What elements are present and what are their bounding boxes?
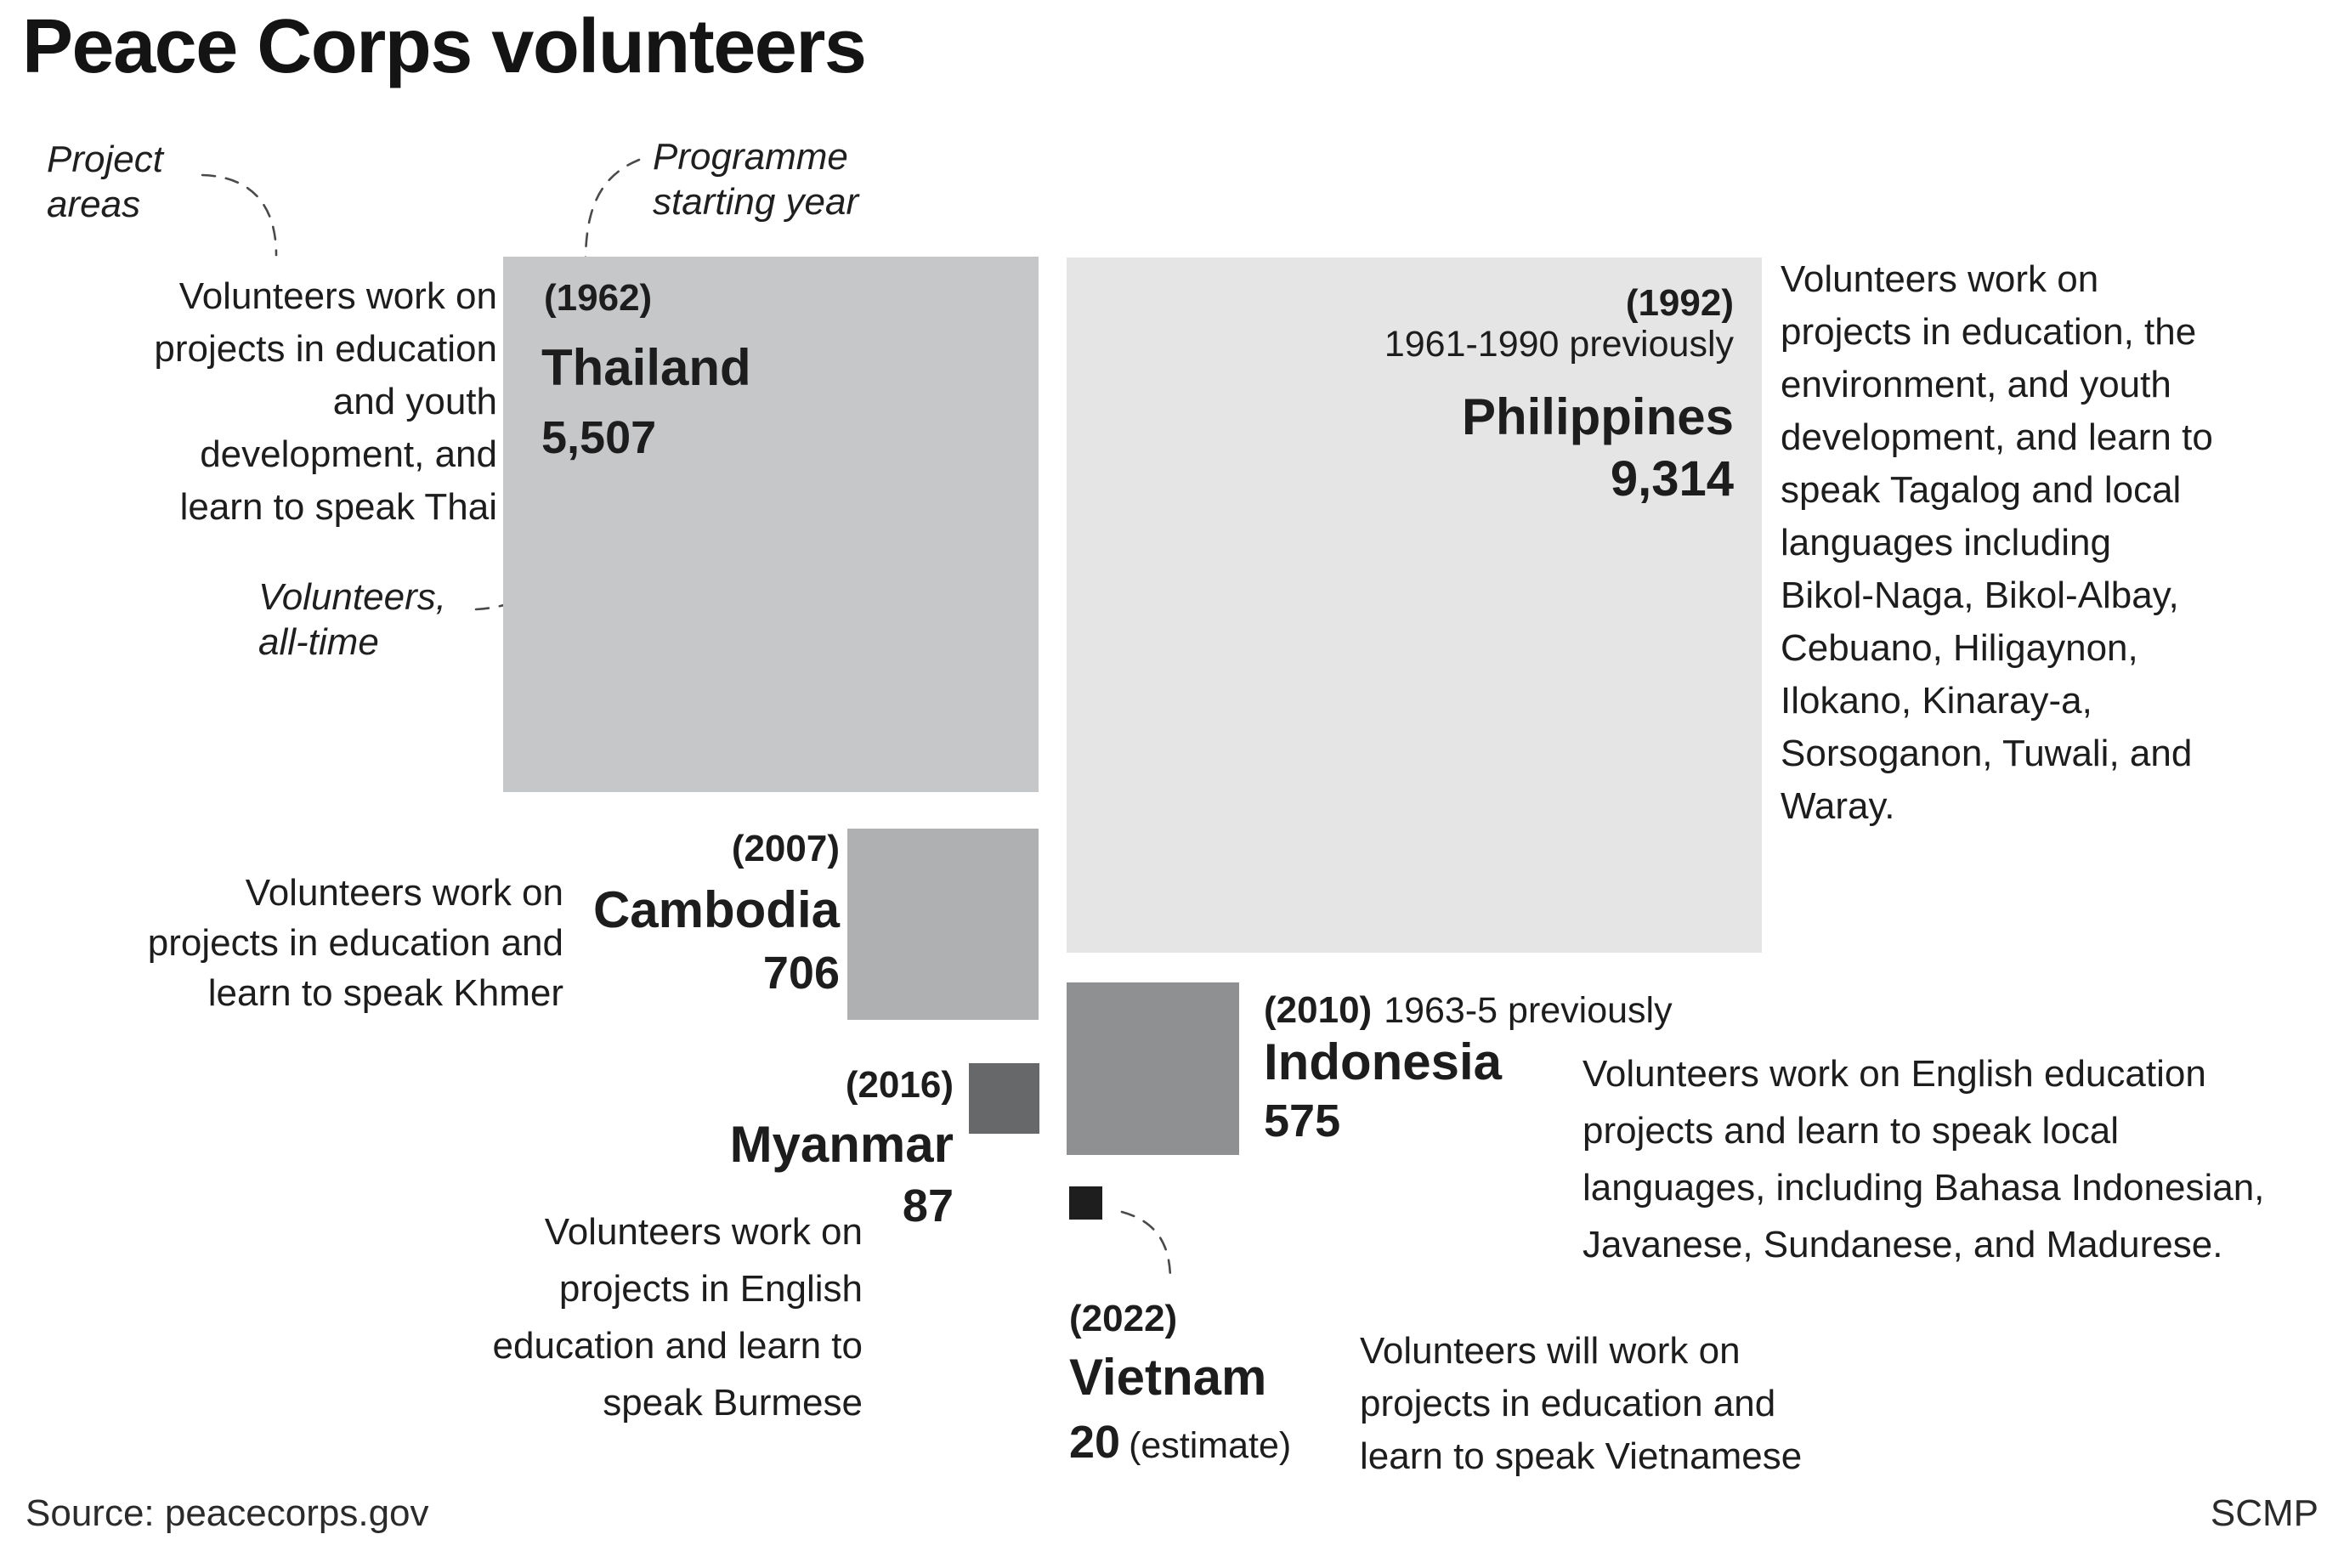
indonesia-square [1067,982,1239,1155]
vietnam-year-label: (2022) [1069,1298,1178,1339]
annotation-programme-starting-year: Programme starting year [653,136,859,223]
vietnam-square [1069,1186,1102,1220]
indonesia-description: Volunteers work on English education pro… [1582,1053,2265,1265]
philippines-value-label: 9,314 [1610,451,1734,507]
philippines-previously-label: 1961-1990 previously [1384,324,1734,365]
vietnam-value-line: 20 (estimate) [1069,1416,1291,1469]
philippines-square [1067,258,1762,953]
cambodia-value-label: 706 [762,948,840,999]
cambodia-square [847,829,1039,1020]
leader-line-project-areas [201,173,278,257]
myanmar-name-label: Myanmar [729,1116,954,1173]
philippines-year-label: (1992) [1625,282,1734,324]
cambodia-name-label: Cambodia [592,881,840,938]
leader-line-programme-starting-year [584,158,641,259]
cambodia-year-label: (2007) [731,828,840,869]
annotation-volunteers-all-time: Volunteers, all-time [258,576,446,663]
thailand-value-label: 5,507 [541,412,657,463]
vietnam-name-label: Vietnam [1069,1349,1267,1406]
annotation-project-areas: Project areas [47,139,163,225]
myanmar-value-label: 87 [902,1180,954,1231]
myanmar-year-label: (2016) [845,1064,954,1106]
vietnam-value-label: 20 [1069,1417,1121,1468]
philippines-name-label: Philippines [1461,388,1734,445]
vietnam-estimate-label: (estimate) [1129,1425,1292,1466]
myanmar-description: Volunteers work on projects in English e… [492,1211,863,1424]
thailand-description: Volunteers work on projects in education… [154,275,497,528]
indonesia-year-line: (2010) 1963-5 previously [1264,989,1673,1032]
philippines-description: Volunteers work on projects in education… [1781,258,2213,827]
indonesia-year-label: (2010) [1264,989,1373,1031]
cambodia-description: Volunteers work on projects in education… [147,872,563,1014]
leader-line-vietnam [1120,1210,1172,1282]
source-credit: Source: peacecorps.gov [25,1492,429,1534]
page-title: Peace Corps volunteers [22,4,867,89]
indonesia-previously-label: 1963-5 previously [1384,990,1673,1031]
indonesia-value-label: 575 [1264,1095,1341,1146]
thailand-square [503,257,1039,792]
vietnam-description: Volunteers will work on projects in educ… [1360,1330,1803,1477]
myanmar-square [969,1063,1039,1134]
thailand-year-label: (1962) [544,277,653,319]
indonesia-name-label: Indonesia [1264,1033,1503,1090]
publisher-credit: SCMP [2210,1492,2319,1534]
thailand-name-label: Thailand [541,339,751,396]
